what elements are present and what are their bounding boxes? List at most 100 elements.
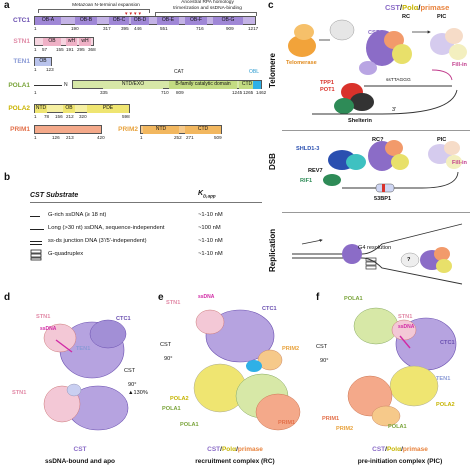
- ctc1-num: 446: [134, 26, 142, 31]
- telomere-seq-label: ssTTAGGG: [386, 78, 411, 83]
- prim2-num: 509: [214, 135, 222, 140]
- replication-scheme: [292, 223, 463, 285]
- table-header-substrate: CST Substrate: [30, 192, 79, 199]
- e-cst-label: CST: [160, 342, 172, 348]
- cst-structure-render: [43, 319, 129, 431]
- row-icon-g-quadruplex: [30, 249, 42, 261]
- prim1-num: 420: [97, 135, 105, 140]
- f-pola1cat-label: POLA1: [344, 296, 363, 302]
- e-stn1-label: STN1: [166, 300, 181, 306]
- stn1-num: 155: [56, 47, 64, 52]
- f-cap-cst: CST: [372, 446, 386, 453]
- pot1-label: POT1: [320, 87, 335, 93]
- pola1-num: 1265: [243, 90, 254, 95]
- three-prime-label: 3': [392, 107, 397, 113]
- f-stn1-label: STN1: [398, 314, 413, 320]
- section-label-replication: Replication: [268, 228, 277, 272]
- tpp1-label: TPP1: [320, 80, 334, 86]
- e-prim1-label: PRIM1: [278, 420, 296, 426]
- prim2-num: 252: [174, 135, 182, 140]
- ctc1-domain-obd: OB-D: [131, 17, 149, 25]
- pola1-num: 809: [176, 90, 184, 95]
- f-ctc1-label: CTC1: [440, 340, 455, 346]
- e-pola2-label: POLA2: [170, 396, 189, 402]
- f-cap-slash: /: [385, 446, 387, 453]
- row-k: ~1-10 nM: [198, 212, 223, 218]
- panel-label-e: e: [158, 292, 164, 303]
- cst-question-shape: [329, 19, 355, 41]
- row-k: ~1-10 nM: [198, 238, 223, 244]
- rif1-label: RIF1: [300, 178, 313, 184]
- prim2-domain-ctd: CTD: [185, 126, 221, 134]
- prim1-num: 1: [34, 135, 37, 140]
- d-ssdna-label: ssDNA: [40, 326, 57, 332]
- header-nterminal: Metazoan N-terminal expansion: [72, 3, 140, 8]
- pola2-num: 78: [44, 114, 50, 119]
- e-ctc1-label: CTC1: [262, 306, 277, 312]
- g4-shape: [365, 257, 377, 270]
- telomere-scheme: [288, 19, 467, 115]
- e-cap-primase: primase: [237, 446, 263, 453]
- title-slash: /: [418, 3, 421, 12]
- title-cst: CST: [385, 3, 400, 12]
- f-cap-slash: /: [401, 446, 403, 453]
- table-header-k: KD,app: [198, 190, 216, 198]
- ctc1-num: 395: [121, 26, 129, 31]
- table-header-k-main: K: [198, 190, 204, 197]
- d-cst-label: CST: [124, 368, 136, 374]
- pola1-bar: NTD/EXO B-family catalytic domain CTD: [72, 80, 262, 89]
- e-pola1ctd-label: POLA1: [162, 406, 181, 412]
- stn1-num: 191: [66, 47, 74, 52]
- protein-label-pola1: POLA1: [8, 82, 30, 89]
- panel-label-a: a: [4, 0, 10, 11]
- ctc1-num: 317: [103, 26, 111, 31]
- ctc1-num: 1217: [248, 26, 259, 31]
- d-caption-title: CST: [73, 446, 87, 453]
- protein-label-pola2: POLA2: [8, 105, 30, 112]
- stn1-domain-wh2: wH: [79, 38, 91, 46]
- pola1-n-label: N: [64, 82, 68, 88]
- ten1-num: 1: [34, 67, 37, 72]
- ctc1-num: 190: [71, 26, 79, 31]
- pic-dsb-label: PIC: [437, 137, 447, 143]
- ctc1-domain-obf: OB-F: [185, 17, 207, 25]
- prim2-bar: NTD CTD: [140, 125, 222, 134]
- pola2-num: 212: [66, 114, 74, 119]
- header-bracket-left: [38, 9, 150, 13]
- prim2-num: 1: [140, 135, 143, 140]
- table-header-rule: [30, 202, 262, 203]
- stn1-domain-ob: OB: [43, 38, 61, 46]
- f-rot-label: 90°: [320, 358, 329, 364]
- ctc1-num: 1: [34, 26, 37, 31]
- f-ssdna-label: ssDNA: [398, 324, 415, 330]
- ctc1-domain-oba: OB-A: [35, 17, 61, 25]
- protein-label-stn1: STN1: [13, 38, 30, 45]
- rc-q-label: RC?: [372, 137, 384, 143]
- prim2-num: 271: [186, 135, 194, 140]
- ctc1-num: 551: [160, 26, 168, 31]
- telomerase-shape: [288, 24, 316, 57]
- f-cst-label: CST: [316, 344, 328, 350]
- d-ctc1-label: CTC1: [116, 316, 131, 322]
- e-pola1cat-label: POLA1: [180, 422, 199, 428]
- e-ssdna-label: ssDNA: [198, 294, 215, 300]
- d-rot-label: 90°: [128, 382, 137, 388]
- pola2-num: 1: [34, 114, 37, 119]
- pola1-num: 1: [34, 90, 37, 95]
- g4-resolution-label: G4 resolution: [358, 245, 392, 251]
- section-label-telomere: Telomere: [268, 53, 277, 88]
- title-pola: Polα: [402, 3, 419, 12]
- ctc1-bar: OB-A OB-B OB-C OB-D OB-E OB-F OB-G: [34, 16, 256, 25]
- stn1-num: 368: [88, 47, 96, 52]
- stn1-num: 57: [42, 47, 48, 52]
- row-label: Long (>30 nt) ssDNA, sequence-independen…: [48, 225, 165, 231]
- rev7-label: REV7: [308, 168, 323, 174]
- protein-label-ten1: TEN1: [13, 58, 30, 65]
- pola1-domain-ntd-exo: NTD/EXO: [103, 81, 163, 89]
- cst-complex-title: CST/Polα/primase: [385, 3, 449, 12]
- protein-label-prim1: PRIM1: [10, 126, 30, 133]
- row-label: G-quadruplex: [48, 251, 84, 257]
- panel-label-d: d: [4, 292, 11, 303]
- pola2-num: 598: [122, 114, 130, 119]
- e-rot-label: 90°: [164, 356, 173, 362]
